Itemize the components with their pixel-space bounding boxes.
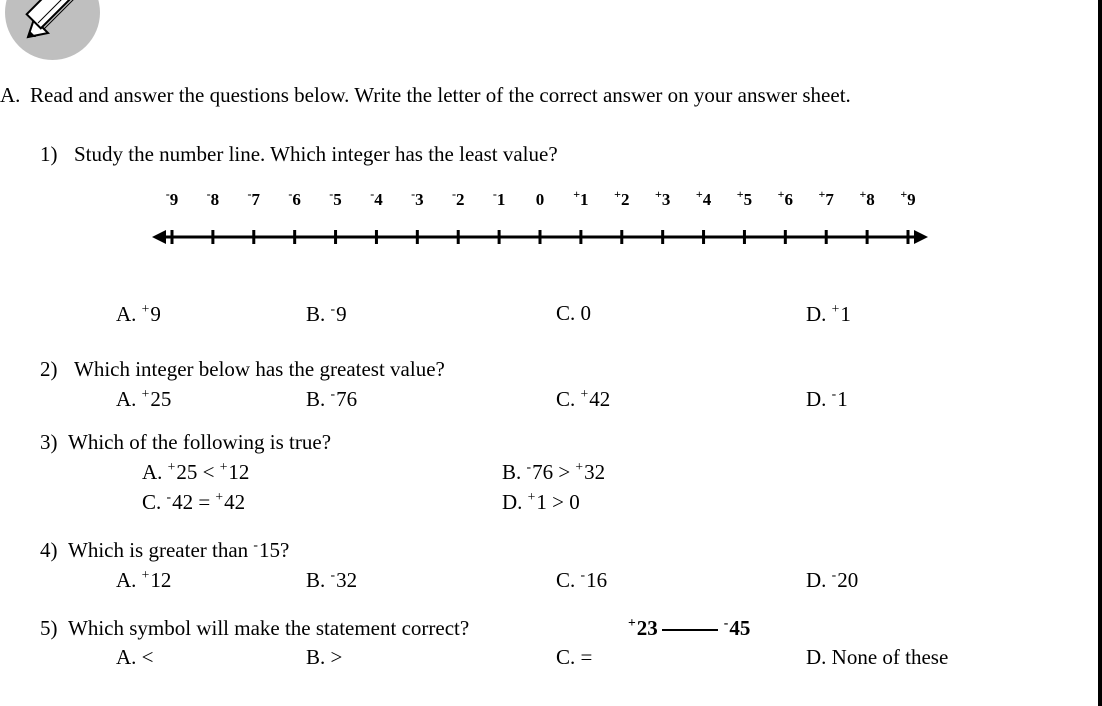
q1-choice-c: C. 0 <box>556 301 806 327</box>
svg-text:+4: +4 <box>696 187 712 209</box>
svg-text:-7: -7 <box>248 187 261 209</box>
q2-number: 2) <box>40 357 74 382</box>
q3-choice-d: D. +1 > 0 <box>502 489 862 515</box>
svg-text:-2: -2 <box>452 187 465 209</box>
q3-choice-a: A. +25 < +12 <box>142 459 502 485</box>
q1-choice-b: B. -9 <box>306 301 556 327</box>
q2-choice-b: B. -76 <box>306 386 556 412</box>
svg-text:-9: -9 <box>166 187 179 209</box>
q2-text: Which integer below has the greatest val… <box>74 357 445 381</box>
q5-choice-c: C. = <box>556 645 806 670</box>
svg-text:+6: +6 <box>778 187 793 209</box>
svg-text:-8: -8 <box>207 187 220 209</box>
svg-text:0: 0 <box>536 190 545 209</box>
q5-choices: A. < B. > C. = D. None of these <box>116 645 1088 670</box>
q4-choice-b: B. -32 <box>306 567 556 593</box>
q3-choice-c: C. -42 = +42 <box>142 489 502 515</box>
svg-text:-1: -1 <box>493 187 506 209</box>
q1-text: Study the number line. Which integer has… <box>74 142 558 166</box>
svg-text:+2: +2 <box>614 187 629 209</box>
q5-blank-left: +23 <box>628 615 658 641</box>
svg-text:+9: +9 <box>900 187 915 209</box>
svg-text:+1: +1 <box>573 187 588 209</box>
number-line: -9 -8 -7 -6 -5 -4 -3 -2 -1 0 +1 +2 +3 +4 +5 +6 +7 +8 +9 <box>150 185 1088 265</box>
q5-blank <box>662 616 718 631</box>
svg-text:-6: -6 <box>288 187 301 209</box>
q2-choice-c: C. +42 <box>556 386 806 412</box>
question-2: 2)Which integer below has the greatest v… <box>40 357 1088 382</box>
svg-text:-3: -3 <box>411 187 424 209</box>
q4-text-suffix: ? <box>280 538 289 562</box>
q2-choices: A. +25 B. -76 C. +42 D. -1 <box>116 386 1088 412</box>
section-label: A. <box>0 80 30 112</box>
q2-choice-d: D. -1 <box>806 386 1006 412</box>
q5-text: Which symbol will make the statement cor… <box>68 616 628 641</box>
q2-choice-a: A. +25 <box>116 386 306 412</box>
q4-choice-d: D. -20 <box>806 567 1006 593</box>
q4-number: 4) <box>40 538 68 563</box>
svg-text:-5: -5 <box>329 187 342 209</box>
svg-text:+7: +7 <box>819 187 835 209</box>
question-3: 3)Which of the following is true? <box>40 430 1088 455</box>
q5-choice-b: B. > <box>306 645 556 670</box>
instruction-text: Read and answer the questions below. Wri… <box>30 83 851 107</box>
q1-number: 1) <box>40 142 74 167</box>
q5-choice-a: A. < <box>116 645 306 670</box>
q4-text-value: -15 <box>253 538 280 562</box>
q5-choice-d: D. None of these <box>806 645 1006 670</box>
q1-choices: A. +9 B. -9 C. 0 D. +1 <box>116 301 1088 327</box>
svg-text:-4: -4 <box>370 187 383 209</box>
q4-text-prefix: Which is greater than <box>68 538 253 562</box>
q3-choice-b: B. -76 > +32 <box>502 459 862 485</box>
q1-choice-d: D. +1 <box>806 301 1006 327</box>
pencil-icon <box>5 0 100 60</box>
question-5: 5) Which symbol will make the statement … <box>40 615 1088 641</box>
worksheet-page: A.Read and answer the questions below. W… <box>0 0 1102 706</box>
q4-choices: A. +12 B. -32 C. -16 D. -20 <box>116 567 1088 593</box>
q1-choice-a: A. +9 <box>116 301 306 327</box>
q5-blank-right: -45 <box>724 615 751 641</box>
q5-number: 5) <box>40 616 68 641</box>
q4-choice-a: A. +12 <box>116 567 306 593</box>
svg-text:+3: +3 <box>655 187 670 209</box>
q3-row2: C. -42 = +42 D. +1 > 0 <box>142 489 1088 515</box>
q3-text: Which of the following is true? <box>68 430 331 454</box>
svg-text:+5: +5 <box>737 187 752 209</box>
question-4: 4)Which is greater than -15? <box>40 537 1088 563</box>
svg-text:+8: +8 <box>859 187 874 209</box>
section-instruction: A.Read and answer the questions below. W… <box>0 80 1088 112</box>
q4-choice-c: C. -16 <box>556 567 806 593</box>
q3-number: 3) <box>40 430 68 455</box>
question-1: 1)Study the number line. Which integer h… <box>40 142 1088 167</box>
q3-row1: A. +25 < +12 B. -76 > +32 <box>142 459 1088 485</box>
